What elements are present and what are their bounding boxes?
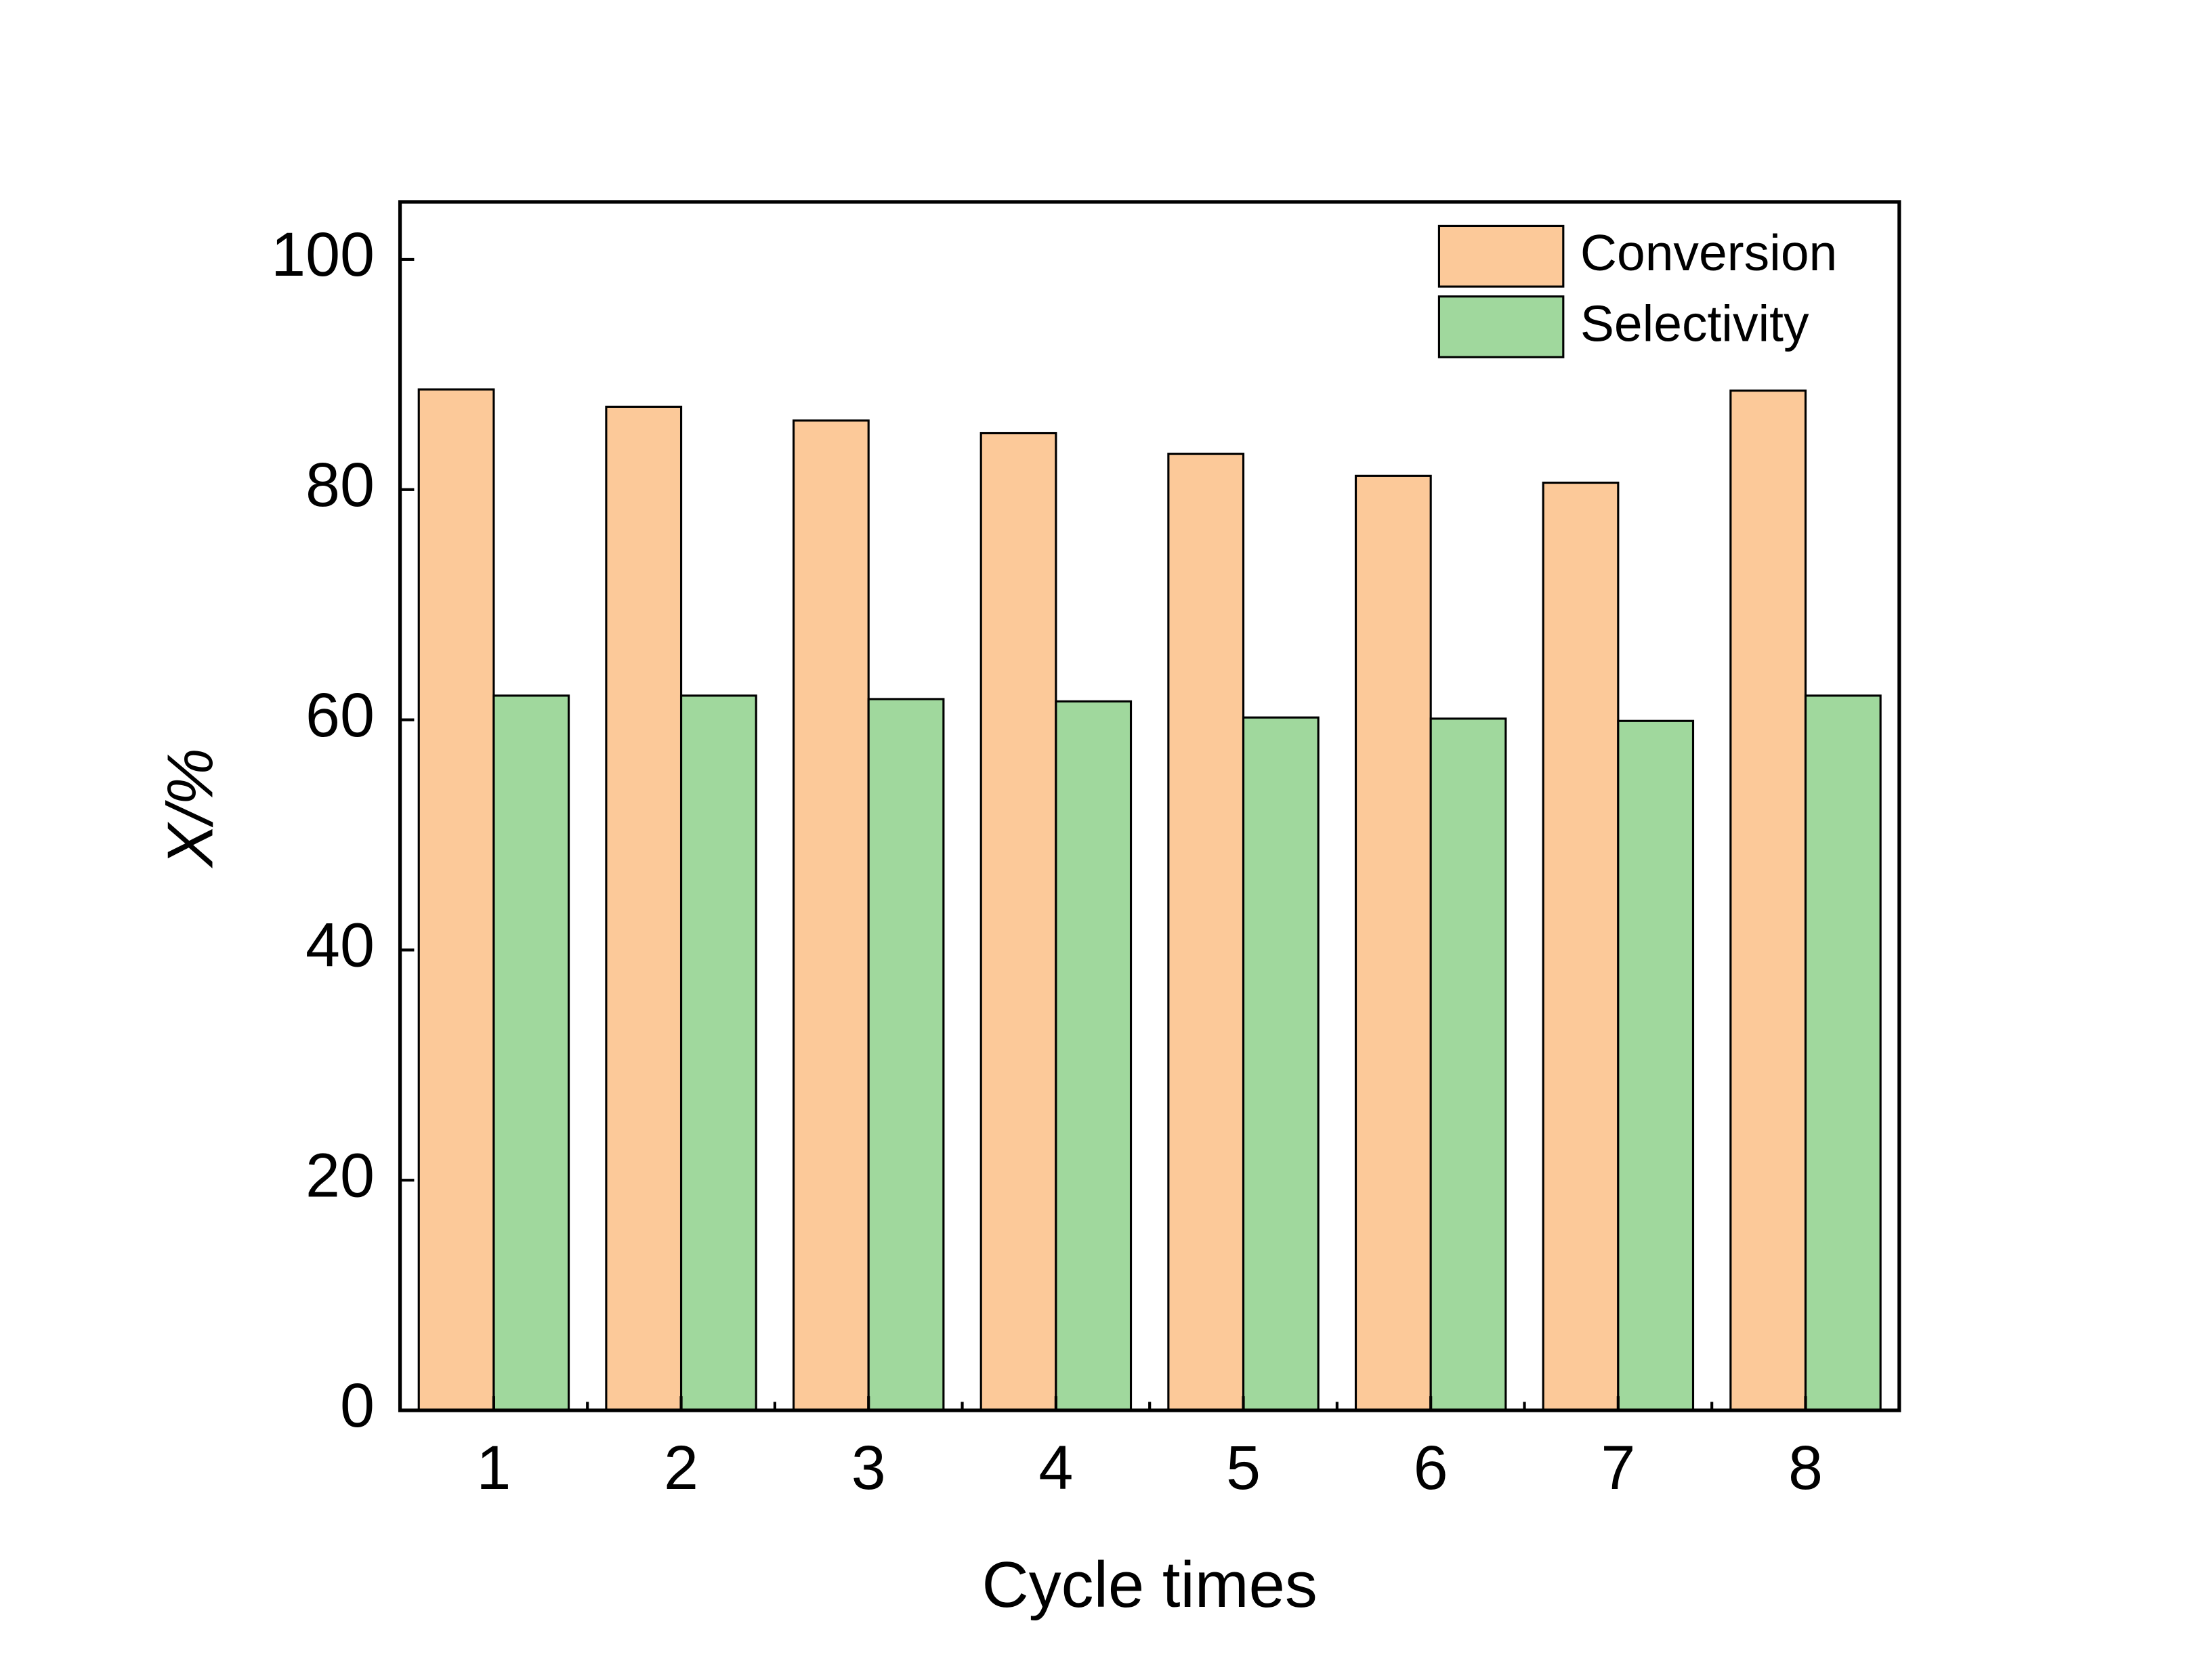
legend-swatch: [1437, 295, 1565, 358]
bar: [417, 388, 495, 1412]
plot-frame: [398, 200, 1901, 1412]
x-tick-label: 8: [1788, 1433, 1823, 1503]
bar: [1167, 453, 1245, 1412]
bar: [1729, 390, 1807, 1412]
legend-swatch: [1437, 224, 1565, 288]
bar: [605, 405, 683, 1412]
x-tick-label: 7: [1601, 1433, 1635, 1503]
bar: [1055, 700, 1133, 1412]
x-tick-label: 2: [664, 1433, 698, 1503]
bar: [792, 419, 870, 1412]
bar: [1429, 717, 1507, 1412]
x-tick-label: 4: [1038, 1433, 1073, 1503]
bar: [1542, 482, 1620, 1412]
bar: [679, 694, 757, 1412]
x-tick-label: 3: [851, 1433, 886, 1503]
legend-label: Selectivity: [1580, 295, 1809, 352]
x-tick-label: 6: [1414, 1433, 1448, 1503]
legend-label: Conversion: [1580, 224, 1837, 281]
bar: [1617, 719, 1695, 1412]
y-tick-label: 100: [271, 220, 375, 289]
y-tick-label: 20: [305, 1141, 375, 1210]
bar: [1354, 474, 1432, 1412]
x-axis-label: Cycle times: [982, 1549, 1318, 1621]
y-tick-label: 0: [340, 1371, 375, 1440]
y-tick-label: 60: [305, 681, 375, 750]
y-tick-label: 40: [305, 911, 375, 980]
y-tick-label: 80: [305, 450, 375, 520]
bar: [1804, 694, 1882, 1412]
x-tick-label: 5: [1226, 1433, 1261, 1503]
bar: [979, 432, 1057, 1412]
y-axis-label: X/%: [154, 748, 227, 868]
bar: [1242, 716, 1320, 1412]
x-tick-label: 1: [476, 1433, 511, 1503]
bar: [492, 694, 570, 1412]
bar: [867, 698, 945, 1412]
